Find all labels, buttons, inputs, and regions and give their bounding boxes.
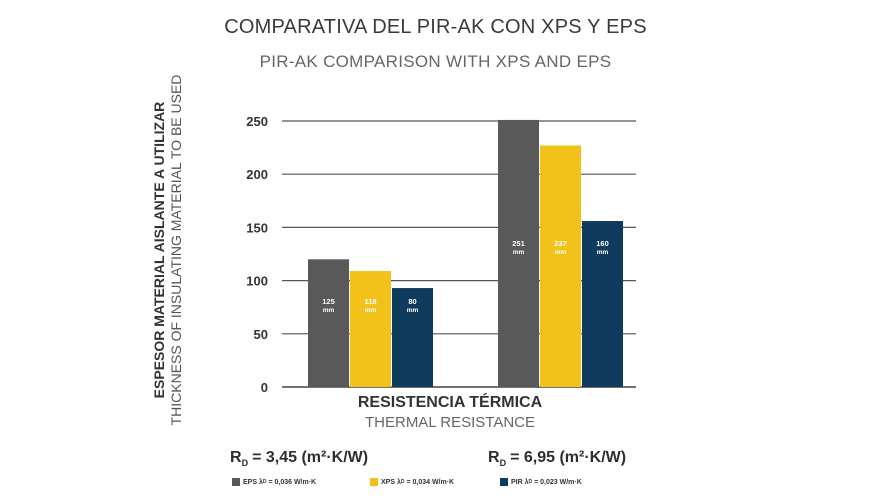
bar-eps-1 [308,259,349,387]
bar-value-label: 80 [408,297,416,306]
bar-unit-label: mm [407,307,419,314]
bar-value-label: 125 [322,297,335,306]
lambda-symbol: λ [258,478,263,486]
rd-value: = 6,95 (m²·K/W) [510,449,627,466]
bar-pir-1 [392,288,433,387]
bar-value-label: 118 [364,297,376,306]
rd-symbol: R [230,449,242,466]
rd-subscript: D [499,458,507,469]
bar-unit-label: mm [513,249,525,256]
bar-eps-2 [498,119,539,387]
x-axis-label-en: THERMAL RESISTANCE [364,414,536,431]
bar-unit-label: mm [323,307,335,314]
legend-name: XPS [381,478,396,486]
lambda-symbol: λ [396,478,401,486]
bar-value-label: 237 [554,239,567,248]
lambda-symbol: λ [524,478,529,486]
bar-unit-label: mm [597,249,609,256]
y-tick-label: 150 [246,220,268,235]
legend-value: = 0,023 W/m·K [534,478,582,486]
rd-subscript: D [241,458,249,469]
bar-unit-label: mm [365,307,377,314]
legend-value: = 0,034 W/m·K [406,478,455,486]
lambda-subscript: D [262,479,267,485]
y-tick-label: 0 [261,380,268,395]
y-tick-label: 100 [246,274,268,289]
bar-unit-label: mm [555,249,567,256]
y-tick-label: 50 [254,327,268,342]
legend-swatch-xps [370,478,378,486]
legend-name: EPS [243,478,258,486]
bar-xps-1 [350,271,391,387]
lambda-subscript: D [528,479,533,485]
y-tick-label: 250 [246,114,268,129]
bar-value-label: 251 [512,239,525,248]
rd-label-2: RD = 6,95 (m²·K/W) [488,449,626,468]
legend-value: = 0,036 W/m·K [268,478,317,486]
legend-swatch-pir [500,478,508,486]
bar-value-label: 160 [596,239,609,248]
bar-xps-2 [540,145,581,387]
x-axis-label-es: RESISTENCIA TÉRMICA [357,394,543,411]
chart-subtitle: PIR-AK COMPARISON WITH XPS AND EPS [259,52,612,71]
bar-pir-2 [582,221,623,387]
rd-symbol: R [488,449,500,466]
legend-swatch-eps [232,478,240,486]
lambda-subscript: D [400,479,405,485]
rd-value: = 3,45 (m²·K/W) [252,449,369,466]
chart-title: COMPARATIVA DEL PIR-AK CON XPS Y EPS [224,16,647,38]
y-tick-label: 200 [246,167,268,182]
rd-label-1: RD = 3,45 (m²·K/W) [230,449,368,468]
legend-name: PIR [511,478,523,486]
